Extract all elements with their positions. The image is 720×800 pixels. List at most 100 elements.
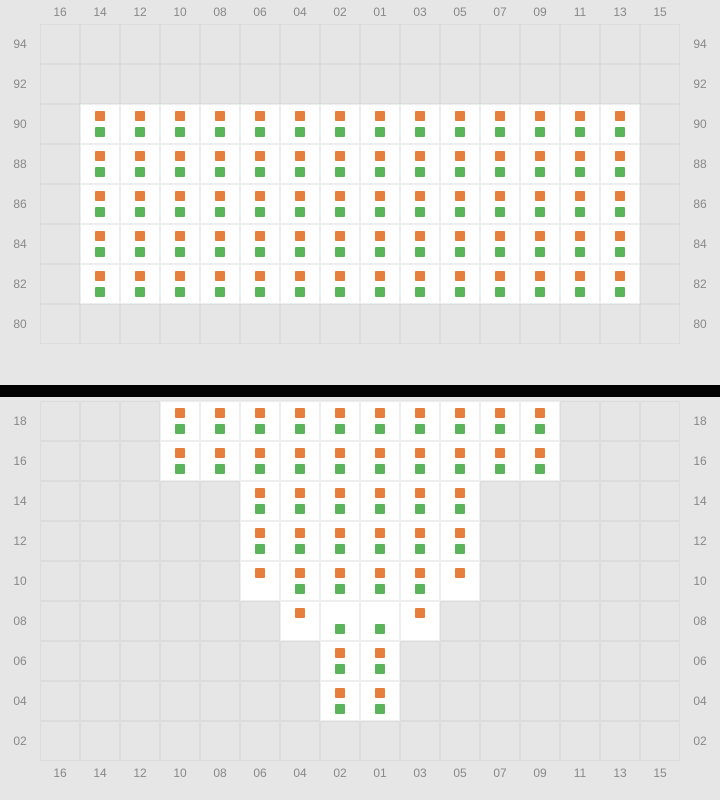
grid-cell[interactable] <box>600 641 640 681</box>
grid-cell[interactable] <box>80 521 120 561</box>
grid-cell[interactable] <box>560 304 600 344</box>
grid-cell[interactable] <box>640 304 680 344</box>
grid-cell[interactable] <box>320 184 360 224</box>
grid-cell[interactable] <box>640 641 680 681</box>
grid-cell[interactable] <box>80 64 120 104</box>
grid-cell[interactable] <box>440 561 480 601</box>
grid-cell[interactable] <box>80 104 120 144</box>
grid-cell[interactable] <box>480 441 520 481</box>
grid-cell[interactable] <box>480 481 520 521</box>
grid-cell[interactable] <box>240 24 280 64</box>
grid-cell[interactable] <box>360 304 400 344</box>
grid-cell[interactable] <box>240 721 280 761</box>
grid-cell[interactable] <box>240 184 280 224</box>
grid-cell[interactable] <box>480 144 520 184</box>
grid-cell[interactable] <box>160 184 200 224</box>
grid-cell[interactable] <box>280 64 320 104</box>
grid-cell[interactable] <box>360 184 400 224</box>
grid-cell[interactable] <box>360 64 400 104</box>
grid-cell[interactable] <box>640 401 680 441</box>
grid-cell[interactable] <box>280 104 320 144</box>
grid-cell[interactable] <box>200 304 240 344</box>
grid-cell[interactable] <box>120 481 160 521</box>
grid-cell[interactable] <box>280 681 320 721</box>
grid-cell[interactable] <box>280 401 320 441</box>
grid-cell[interactable] <box>200 481 240 521</box>
grid-cell[interactable] <box>360 144 400 184</box>
grid-cell[interactable] <box>600 681 640 721</box>
grid-cell[interactable] <box>160 104 200 144</box>
grid-cell[interactable] <box>280 144 320 184</box>
grid-cell[interactable] <box>480 104 520 144</box>
grid-cell[interactable] <box>240 601 280 641</box>
grid-cell[interactable] <box>480 521 520 561</box>
grid-cell[interactable] <box>40 641 80 681</box>
grid-cell[interactable] <box>600 721 640 761</box>
grid-cell[interactable] <box>160 481 200 521</box>
grid-cell[interactable] <box>640 561 680 601</box>
grid-cell[interactable] <box>480 224 520 264</box>
grid-cell[interactable] <box>240 144 280 184</box>
grid-cell[interactable] <box>40 401 80 441</box>
grid-cell[interactable] <box>360 481 400 521</box>
grid-cell[interactable] <box>600 104 640 144</box>
grid-cell[interactable] <box>640 184 680 224</box>
grid-cell[interactable] <box>240 224 280 264</box>
grid-cell[interactable] <box>600 64 640 104</box>
grid-cell[interactable] <box>40 561 80 601</box>
grid-cell[interactable] <box>160 224 200 264</box>
grid-cell[interactable] <box>240 681 280 721</box>
grid-cell[interactable] <box>240 481 280 521</box>
grid-cell[interactable] <box>280 304 320 344</box>
grid-cell[interactable] <box>560 184 600 224</box>
grid-cell[interactable] <box>520 104 560 144</box>
grid-cell[interactable] <box>240 521 280 561</box>
grid-cell[interactable] <box>80 681 120 721</box>
grid-cell[interactable] <box>480 401 520 441</box>
grid-cell[interactable] <box>280 721 320 761</box>
grid-cell[interactable] <box>400 481 440 521</box>
grid-cell[interactable] <box>280 521 320 561</box>
grid-cell[interactable] <box>400 304 440 344</box>
grid-cell[interactable] <box>480 601 520 641</box>
grid-cell[interactable] <box>560 641 600 681</box>
grid-cell[interactable] <box>600 481 640 521</box>
grid-cell[interactable] <box>200 641 240 681</box>
grid-cell[interactable] <box>160 721 200 761</box>
grid-cell[interactable] <box>520 521 560 561</box>
grid-cell[interactable] <box>440 521 480 561</box>
grid-cell[interactable] <box>480 721 520 761</box>
grid-cell[interactable] <box>360 224 400 264</box>
grid-cell[interactable] <box>320 24 360 64</box>
grid-cell[interactable] <box>280 641 320 681</box>
grid-cell[interactable] <box>80 144 120 184</box>
grid-cell[interactable] <box>280 601 320 641</box>
grid-cell[interactable] <box>640 264 680 304</box>
grid-cell[interactable] <box>440 144 480 184</box>
grid-cell[interactable] <box>200 441 240 481</box>
grid-cell[interactable] <box>560 264 600 304</box>
grid-cell[interactable] <box>320 601 360 641</box>
grid-cell[interactable] <box>200 401 240 441</box>
grid-cell[interactable] <box>120 521 160 561</box>
grid-cell[interactable] <box>200 64 240 104</box>
grid-cell[interactable] <box>360 264 400 304</box>
grid-cell[interactable] <box>560 481 600 521</box>
grid-cell[interactable] <box>640 104 680 144</box>
grid-cell[interactable] <box>560 521 600 561</box>
grid-cell[interactable] <box>360 561 400 601</box>
grid-cell[interactable] <box>640 144 680 184</box>
grid-cell[interactable] <box>160 64 200 104</box>
grid-cell[interactable] <box>520 721 560 761</box>
grid-cell[interactable] <box>280 481 320 521</box>
grid-cell[interactable] <box>160 441 200 481</box>
grid-cell[interactable] <box>560 224 600 264</box>
grid-cell[interactable] <box>400 184 440 224</box>
grid-cell[interactable] <box>120 64 160 104</box>
grid-cell[interactable] <box>360 721 400 761</box>
grid-cell[interactable] <box>160 521 200 561</box>
grid-cell[interactable] <box>120 561 160 601</box>
grid-cell[interactable] <box>400 144 440 184</box>
grid-cell[interactable] <box>320 561 360 601</box>
grid-cell[interactable] <box>440 304 480 344</box>
